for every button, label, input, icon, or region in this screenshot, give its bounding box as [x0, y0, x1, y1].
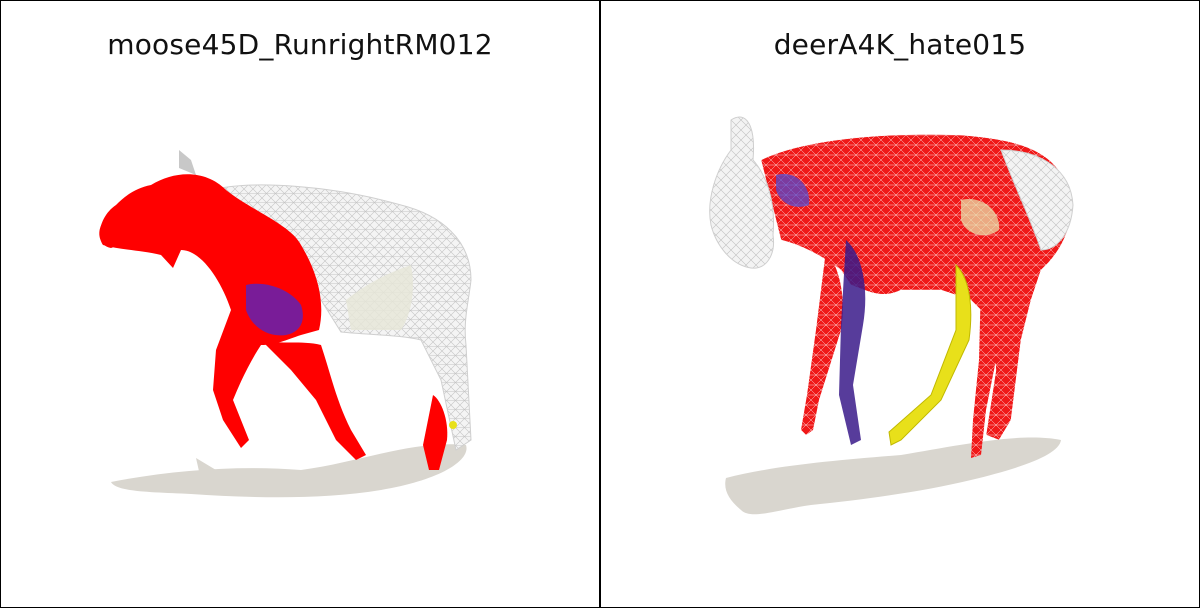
moose-red-region — [99, 174, 322, 448]
deer-head-mesh — [709, 116, 775, 269]
panel-title: moose45D_RunrightRM012 — [107, 28, 493, 61]
deer-blue-region — [776, 174, 810, 207]
panel-moose: moose45D_RunrightRM012 — [1, 0, 599, 608]
panel-title: deerA4K_hate015 — [773, 28, 1027, 61]
moose-purple-region — [246, 283, 303, 336]
moose-render — [99, 150, 472, 498]
panel-divider — [599, 0, 601, 608]
ground-shadow — [111, 444, 467, 498]
deer-render — [709, 116, 1074, 515]
ground-shadow — [725, 437, 1061, 515]
panel-deer: deerA4K_hate015 — [601, 0, 1199, 608]
deer-yellow-region — [888, 263, 972, 446]
